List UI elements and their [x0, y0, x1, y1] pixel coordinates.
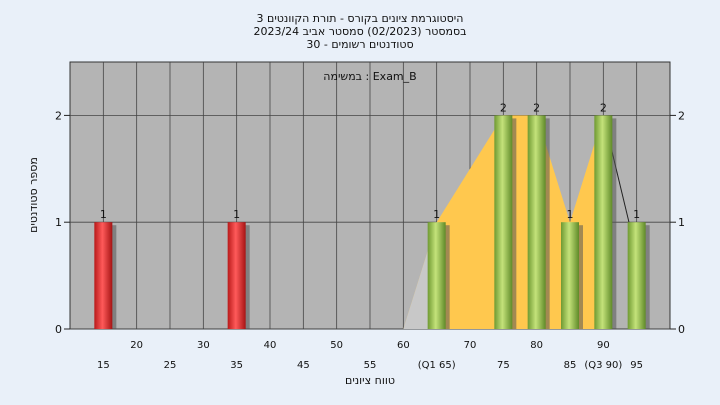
bar-85: [561, 222, 579, 329]
bar-value-label: 2: [500, 101, 507, 114]
y-axis-right: 0 1 2: [670, 109, 685, 336]
title-line-2: בסמסטר (02/2023) סמסטר אביב 2023/24: [253, 25, 466, 38]
x-tick-label-lower: 85: [564, 360, 577, 371]
y-tick-label-right: 2: [678, 109, 685, 122]
annotation-label: במשימה : Exam_B: [323, 70, 416, 83]
value-labels-group: 1 1 1 2 2 1 2 1: [100, 101, 640, 221]
title-line-1: היסטוגרמת ציונים בקורס - תורת הקוונטים 3: [257, 12, 464, 25]
x-tick-label-lower: (Q3 90): [584, 360, 622, 371]
bar-95: [627, 222, 646, 329]
x-tick-label-lower: (Q1 65): [418, 360, 456, 371]
x-axis-lower-ticks: 15 25 35 45 55 (Q1 65) 75 85 (Q3 90) 95: [97, 360, 643, 371]
bars-group: [94, 115, 650, 330]
x-tick-label-upper: 80: [530, 340, 543, 351]
x-tick-label-lower: 55: [364, 360, 377, 371]
chart-title: היסטוגרמת ציונים בקורס - תורת הקוונטים 3…: [253, 12, 466, 51]
x-tick-label-upper: 30: [197, 340, 210, 351]
bar-15: [94, 222, 113, 329]
bar-80: [527, 115, 546, 330]
x-tick-label-upper: 70: [464, 340, 477, 351]
bar-value-label: 1: [567, 208, 574, 221]
title-line-3: סטודנטים רשומים - 30: [306, 38, 413, 51]
bar-value-label: 1: [633, 208, 640, 221]
bar-35: [227, 222, 246, 329]
x-tick-label-upper: 90: [597, 340, 610, 351]
bar-value-label: 2: [600, 101, 607, 114]
x-tick-label-lower: 35: [230, 360, 243, 371]
bar-value-label: 1: [233, 208, 240, 221]
bar-value-label: 1: [100, 208, 107, 221]
x-tick-label-upper: 50: [330, 340, 343, 351]
y-tick-label-right: 0: [678, 323, 685, 336]
x-tick-label-lower: 25: [164, 360, 177, 371]
x-axis-title: טווח ציונים: [345, 374, 395, 387]
bar-65: [427, 222, 446, 329]
y-tick-label-left: 2: [55, 109, 62, 122]
x-tick-label-lower: 75: [497, 360, 510, 371]
y-tick-label-left: 0: [55, 323, 62, 336]
x-tick-label-lower: 95: [630, 360, 643, 371]
bar-75: [494, 115, 513, 330]
x-tick-label-upper: 20: [130, 340, 143, 351]
y-axis-left: 0 1 2: [55, 109, 70, 336]
y-axis-title: מספר סטודנטים: [27, 157, 40, 233]
x-tick-label-lower: 45: [297, 360, 310, 371]
bar-value-label: 2: [533, 101, 540, 114]
x-axis-upper-ticks: 20 30 40 50 60 70 80 90: [130, 340, 609, 351]
x-tick-label-upper: 40: [264, 340, 277, 351]
bar-value-label: 1: [433, 208, 440, 221]
y-tick-label-left: 1: [55, 216, 62, 229]
y-tick-label-right: 1: [678, 216, 685, 229]
bar-90: [594, 115, 613, 330]
x-tick-label-lower: 15: [97, 360, 110, 371]
x-tick-label-upper: 60: [397, 340, 410, 351]
